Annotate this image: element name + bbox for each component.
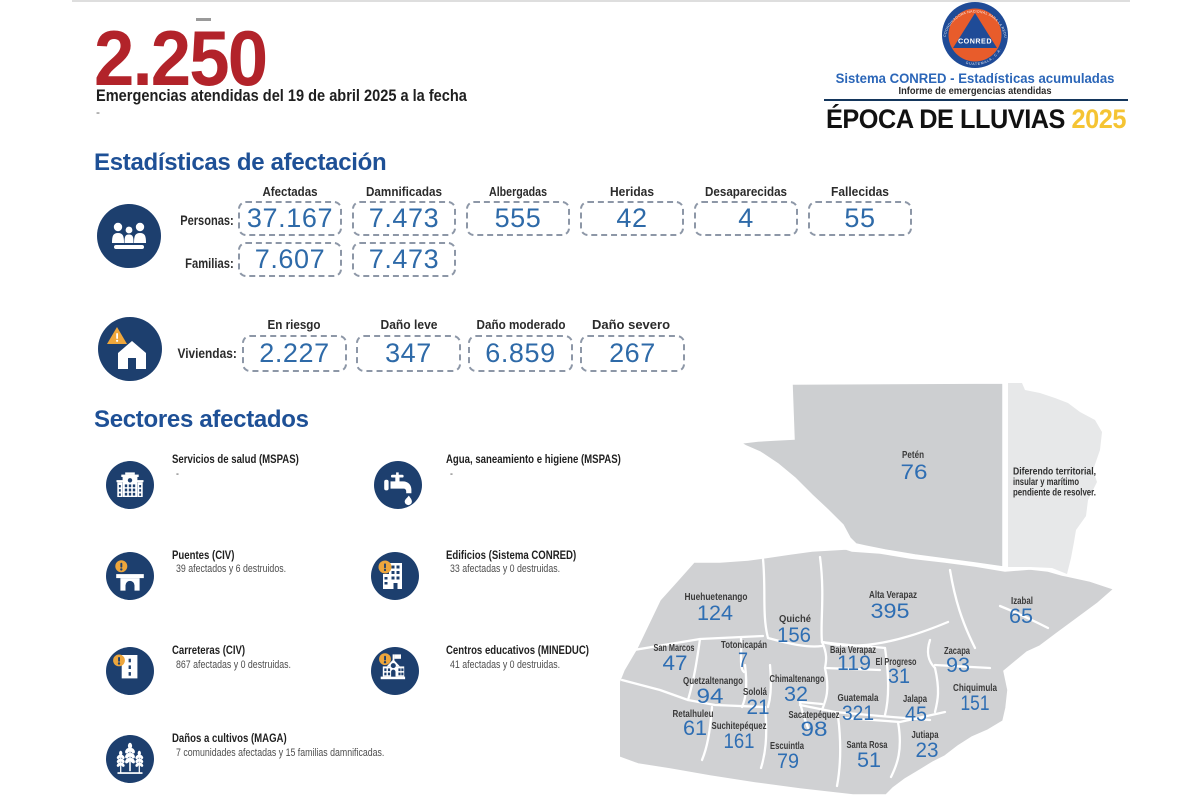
- svg-text:23: 23: [916, 739, 939, 762]
- svg-text:161: 161: [724, 730, 755, 753]
- svg-text:32: 32: [784, 683, 808, 706]
- svg-text:395: 395: [871, 600, 910, 623]
- svg-text:Zacapa: Zacapa: [944, 645, 970, 657]
- svg-text:51: 51: [857, 749, 881, 772]
- svg-text:124: 124: [697, 602, 733, 625]
- svg-text:Petén: Petén: [902, 449, 924, 461]
- svg-text:Quiché: Quiché: [779, 613, 811, 625]
- svg-text:7: 7: [738, 649, 748, 672]
- svg-text:Chiquimula: Chiquimula: [953, 682, 997, 694]
- svg-text:Jutiapa: Jutiapa: [912, 729, 939, 741]
- svg-text:79: 79: [777, 750, 799, 773]
- svg-text:45: 45: [905, 703, 927, 726]
- svg-text:Izabal: Izabal: [1011, 595, 1033, 607]
- svg-text:119: 119: [837, 652, 871, 675]
- svg-text:Santa Rosa: Santa Rosa: [847, 739, 888, 751]
- svg-text:Huehuetenango: Huehuetenango: [685, 591, 748, 603]
- svg-text:pendiente de resolver.: pendiente de resolver.: [1013, 488, 1096, 499]
- svg-text:31: 31: [888, 665, 910, 688]
- svg-text:321: 321: [842, 702, 874, 725]
- svg-text:Retalhuleu: Retalhuleu: [673, 708, 714, 720]
- svg-text:98: 98: [801, 718, 828, 741]
- svg-text:insular y marítimo: insular y marítimo: [1013, 477, 1079, 488]
- svg-text:Sololá: Sololá: [743, 686, 767, 698]
- svg-text:CONRED: CONRED: [958, 37, 992, 46]
- svg-text:151: 151: [961, 692, 990, 715]
- svg-text:76: 76: [901, 461, 928, 484]
- svg-text:Alta Verapaz: Alta Verapaz: [869, 589, 917, 601]
- svg-text:Guatemala: Guatemala: [838, 692, 879, 704]
- svg-text:Sacatepéquez: Sacatepéquez: [789, 709, 840, 721]
- svg-text:Baja Verapaz: Baja Verapaz: [830, 644, 876, 656]
- svg-text:21: 21: [747, 696, 770, 719]
- svg-text:Chimaltenango: Chimaltenango: [770, 673, 825, 685]
- svg-text:94: 94: [697, 685, 724, 708]
- svg-text:El Progreso: El Progreso: [876, 656, 917, 668]
- svg-text:Escuintla: Escuintla: [770, 740, 804, 752]
- svg-text:Diferendo territorial,: Diferendo territorial,: [1013, 467, 1096, 478]
- svg-text:San Marcos: San Marcos: [654, 642, 695, 654]
- svg-text:Suchitepéquez: Suchitepéquez: [712, 720, 767, 732]
- svg-text:93: 93: [946, 654, 970, 677]
- svg-text:156: 156: [777, 624, 811, 647]
- svg-text:61: 61: [683, 717, 707, 740]
- svg-text:Totonicapán: Totonicapán: [721, 639, 767, 651]
- svg-text:65: 65: [1009, 605, 1033, 628]
- svg-text:Quetzaltenango: Quetzaltenango: [683, 675, 743, 687]
- svg-text:Jalapa: Jalapa: [903, 693, 927, 705]
- svg-text:47: 47: [663, 652, 688, 675]
